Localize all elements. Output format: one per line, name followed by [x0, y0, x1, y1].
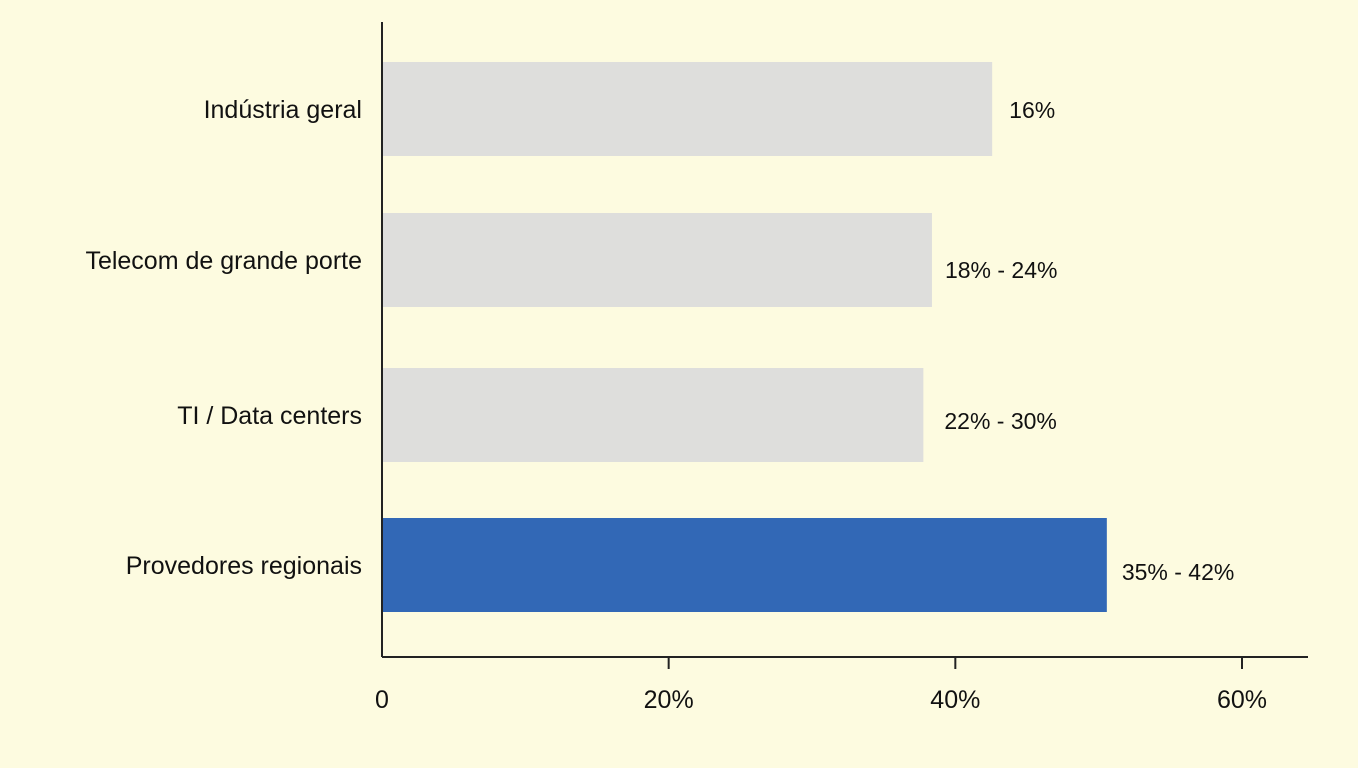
- x-tick-label-3: 60%: [1217, 686, 1267, 714]
- category-labels: Indústria geral Telecom de grande porte TI…: [85, 96, 362, 580]
- bar-3: [383, 518, 1107, 612]
- value-labels: 16% 18% - 24% 22% - 30% 35% - 42%: [944, 97, 1234, 585]
- x-tick-label-1: 20%: [644, 686, 694, 714]
- category-label-2: TI / Data centers: [177, 402, 362, 430]
- x-tick-label-0: 0: [375, 686, 389, 714]
- bar-0: [383, 62, 993, 156]
- bar-1: [383, 213, 932, 307]
- value-label-3: 35% - 42%: [1122, 559, 1235, 585]
- x-ticks: 0 20% 40% 60%: [375, 657, 1267, 714]
- category-label-3: Provedores regionais: [126, 552, 362, 580]
- value-label-0: 16%: [1009, 97, 1055, 123]
- bar-2: [383, 368, 924, 462]
- category-label-0: Indústria geral: [204, 96, 362, 124]
- x-tick-label-2: 40%: [930, 686, 980, 714]
- value-label-1: 18% - 24%: [945, 257, 1058, 283]
- category-label-1: Telecom de grande porte: [85, 247, 362, 275]
- bars-group: [383, 62, 1107, 612]
- value-label-2: 22% - 30%: [944, 408, 1057, 434]
